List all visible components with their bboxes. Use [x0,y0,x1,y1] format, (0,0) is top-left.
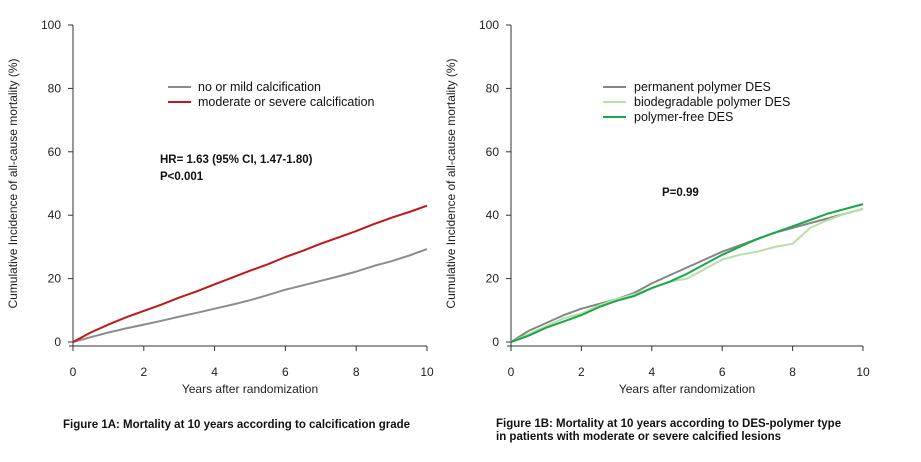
figure-1a-caption: Figure 1A: Mortality at 10 years accordi… [63,419,411,431]
x-tick-label: 2 [578,365,585,379]
x-tick-label: 6 [282,365,289,379]
legend-label: moderate or severe calcification [198,95,375,109]
y-tick-label: 40 [486,208,500,222]
y-tick-label: 100 [479,18,499,32]
x-tick-label: 6 [719,365,726,379]
series-line-no-or-mild-calcification [72,248,428,343]
series-line-permanent-polymer-DES [510,207,864,343]
series-line-moderate-or-severe-calcification [72,204,428,343]
legend-label: biodegradable polymer DES [634,95,790,109]
y-axis-label: Cumulative Incidence of all-cause mortal… [6,58,20,308]
y-tick-label: 40 [48,208,62,222]
y-tick-label: 20 [48,272,62,286]
y-tick-label: 0 [54,335,61,349]
x-tick-label: 8 [789,365,796,379]
statistics-annotation: P<0.001 [160,171,204,183]
y-tick-label: 100 [41,18,61,32]
series-line-biodegradable-polymer-DES [510,207,864,343]
y-axis-label: Cumulative Incidence of all-cause mortal… [444,58,458,308]
y-tick-label: 20 [486,272,500,286]
panel-a-mortality-by-calcification: 0 20 40 60 80 100 0 2 4 6 8 10 Years after randomiza… [6,18,434,396]
statistics-annotation: HR= 1.63 (95% CI, 1.47-1.80) [160,154,313,166]
x-tick-label: 4 [211,365,218,379]
x-axis-label: Years after randomization [182,382,318,396]
y-tick-label: 60 [486,145,500,159]
x-tick-label: 10 [856,365,870,379]
x-tick-label: 0 [70,365,77,379]
y-tick-label: 0 [492,335,499,349]
y-tick-label: 60 [48,145,62,159]
x-tick-label: 4 [648,365,655,379]
x-tick-label: 10 [420,365,434,379]
x-tick-label: 8 [353,365,360,379]
y-tick-label: 80 [486,81,500,95]
legend-label: polymer-free DES [634,110,733,124]
legend-label: no or mild calcification [198,80,321,94]
statistics-annotation: P=0.99 [662,187,699,199]
legend-label: permanent polymer DES [634,80,771,94]
figure-1b-caption-line-2: in patients with moderate or severe calc… [496,431,782,443]
y-tick-label: 80 [48,81,62,95]
figure-1b-caption-line-1: Figure 1B: Mortality at 10 years accordi… [496,418,842,430]
x-tick-label: 0 [508,365,515,379]
x-tick-label: 2 [140,365,147,379]
series-line-polymer-free-DES [510,203,864,343]
x-axis-label: Years after randomization [619,382,755,396]
panel-b-mortality-by-polymer-type: 0 20 40 60 80 100 0 2 4 6 8 10 Years after randomiza… [444,18,870,396]
